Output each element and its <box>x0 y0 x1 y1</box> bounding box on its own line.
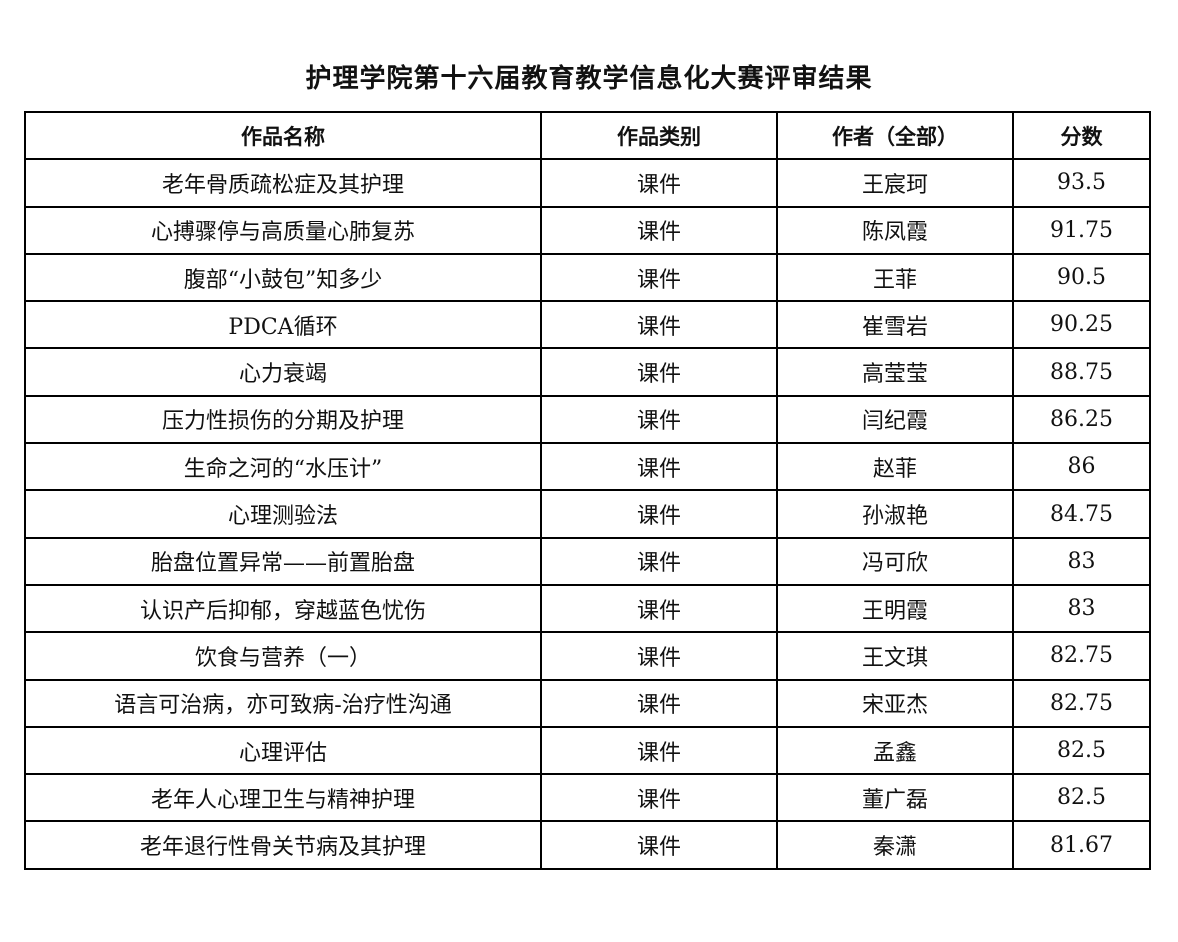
table-row: 饮食与营养（一） 课件 王文琪 82.75 <box>24 631 1151 681</box>
cell-score: 83 <box>1012 583 1151 634</box>
cell-author: 王宸珂 <box>776 158 1014 208</box>
cell-score: 90.5 <box>1012 252 1151 303</box>
cell-score: 81.67 <box>1012 820 1151 870</box>
table-row: 腹部“小鼓包”知多少 课件 王菲 90.5 <box>24 252 1151 303</box>
cell-author: 赵菲 <box>776 442 1014 492</box>
cell-category: 课件 <box>540 536 778 586</box>
cell-author: 高莹莹 <box>776 347 1014 397</box>
header-work-name: 作品名称 <box>24 110 542 161</box>
cell-work-name: 心理测验法 <box>24 489 542 539</box>
cell-author: 王明霞 <box>776 583 1014 634</box>
table-row: 心搏骤停与高质量心肺复苏 课件 陈凤霞 91.75 <box>24 205 1151 255</box>
table-row: 语言可治病，亦可致病-治疗性沟通 课件 宋亚杰 82.75 <box>24 678 1151 728</box>
cell-work-name: 生命之河的“水压计” <box>24 442 542 492</box>
cell-work-name: 认识产后抑郁，穿越蓝色忧伤 <box>24 583 542 634</box>
cell-category: 课件 <box>540 773 778 823</box>
cell-work-name: 心力衰竭 <box>24 347 542 397</box>
header-authors: 作者（全部） <box>776 110 1014 161</box>
table-row: PDCA循环 课件 崔雪岩 90.25 <box>24 300 1151 350</box>
page-title: 护理学院第十六届教育教学信息化大赛评审结果 <box>305 64 873 94</box>
cell-score: 82.75 <box>1012 631 1151 681</box>
cell-score: 84.75 <box>1012 489 1151 539</box>
cell-category: 课件 <box>540 489 778 539</box>
table-row: 老年人心理卫生与精神护理 课件 董广磊 82.5 <box>24 773 1151 823</box>
cell-score: 86 <box>1012 442 1151 492</box>
cell-category: 课件 <box>540 725 778 776</box>
cell-author: 王菲 <box>776 252 1014 303</box>
cell-score: 90.25 <box>1012 300 1151 350</box>
cell-score: 83 <box>1012 536 1151 586</box>
cell-work-name: 饮食与营养（一） <box>24 631 542 681</box>
table-row: 心理评估 课件 孟鑫 82.5 <box>24 725 1151 776</box>
cell-work-name: 老年退行性骨关节病及其护理 <box>24 820 542 870</box>
cell-author: 闫纪霞 <box>776 394 1014 445</box>
cell-work-name: 胎盘位置异常——前置胎盘 <box>24 536 542 586</box>
cell-work-name: 腹部“小鼓包”知多少 <box>24 252 542 303</box>
table-body: 老年骨质疏松症及其护理 课件 王宸珂 93.5 心搏骤停与高质量心肺复苏 课件 陈凤霞 91.… <box>24 158 1151 870</box>
table-row: 胎盘位置异常——前置胎盘 课件 冯可欣 83 <box>24 536 1151 586</box>
cell-work-name: PDCA循环 <box>24 300 542 350</box>
cell-work-name: 语言可治病，亦可致病-治疗性沟通 <box>24 678 542 728</box>
cell-author: 董广磊 <box>776 773 1014 823</box>
cell-work-name: 压力性损伤的分期及护理 <box>24 394 542 445</box>
cell-author: 冯可欣 <box>776 536 1014 586</box>
cell-score: 88.75 <box>1012 347 1151 397</box>
table-row: 心理测验法 课件 孙淑艳 84.75 <box>24 489 1151 539</box>
cell-category: 课件 <box>540 583 778 634</box>
cell-category: 课件 <box>540 347 778 397</box>
table-header-row: 作品名称 作品类别 作者（全部） 分数 <box>24 110 1151 161</box>
cell-author: 孙淑艳 <box>776 489 1014 539</box>
cell-score: 86.25 <box>1012 394 1151 445</box>
cell-category: 课件 <box>540 442 778 492</box>
cell-author: 崔雪岩 <box>776 300 1014 350</box>
cell-author: 孟鑫 <box>776 725 1014 776</box>
cell-category: 课件 <box>540 158 778 208</box>
cell-category: 课件 <box>540 678 778 728</box>
cell-score: 93.5 <box>1012 158 1151 208</box>
cell-category: 课件 <box>540 820 778 870</box>
table-row: 认识产后抑郁，穿越蓝色忧伤 课件 王明霞 83 <box>24 583 1151 634</box>
cell-score: 82.5 <box>1012 725 1151 776</box>
table-row: 压力性损伤的分期及护理 课件 闫纪霞 86.25 <box>24 394 1151 445</box>
cell-score: 82.5 <box>1012 773 1151 823</box>
cell-category: 课件 <box>540 394 778 445</box>
table-row: 生命之河的“水压计” 课件 赵菲 86 <box>24 442 1151 492</box>
cell-work-name: 老年骨质疏松症及其护理 <box>24 158 542 208</box>
header-category: 作品类别 <box>540 110 778 161</box>
cell-score: 91.75 <box>1012 205 1151 255</box>
cell-work-name: 心理评估 <box>24 725 542 776</box>
table-row: 老年骨质疏松症及其护理 课件 王宸珂 93.5 <box>24 158 1151 208</box>
cell-score: 82.75 <box>1012 678 1151 728</box>
cell-work-name: 心搏骤停与高质量心肺复苏 <box>24 205 542 255</box>
cell-author: 秦潇 <box>776 820 1014 870</box>
cell-category: 课件 <box>540 300 778 350</box>
cell-category: 课件 <box>540 252 778 303</box>
table-row: 心力衰竭 课件 高莹莹 88.75 <box>24 347 1151 397</box>
cell-author: 王文琪 <box>776 631 1014 681</box>
cell-author: 宋亚杰 <box>776 678 1014 728</box>
cell-category: 课件 <box>540 205 778 255</box>
header-score: 分数 <box>1012 110 1151 161</box>
results-table: 作品名称 作品类别 作者（全部） 分数 老年骨质疏松症及其护理 课件 王宸珂 93.5… <box>24 110 1151 870</box>
cell-author: 陈凤霞 <box>776 205 1014 255</box>
table-row: 老年退行性骨关节病及其护理 课件 秦潇 81.67 <box>24 820 1151 870</box>
cell-work-name: 老年人心理卫生与精神护理 <box>24 773 542 823</box>
cell-category: 课件 <box>540 631 778 681</box>
